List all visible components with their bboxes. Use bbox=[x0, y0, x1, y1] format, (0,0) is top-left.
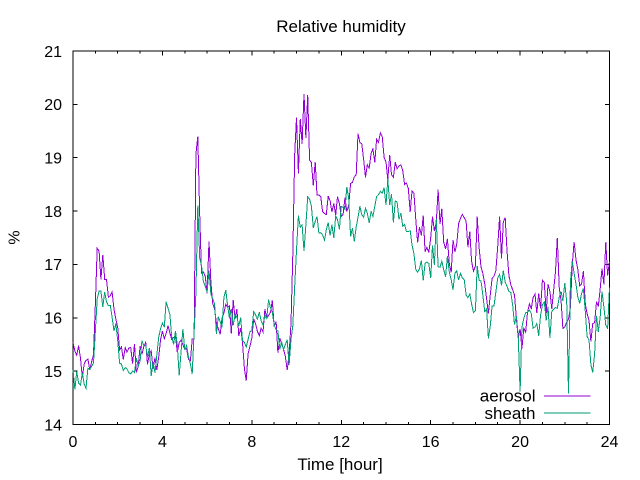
svg-text:aerosol: aerosol bbox=[480, 387, 536, 406]
svg-text:0: 0 bbox=[69, 434, 78, 451]
svg-text:16: 16 bbox=[422, 434, 440, 451]
svg-text:12: 12 bbox=[332, 434, 350, 451]
svg-text:4: 4 bbox=[158, 434, 167, 451]
svg-text:8: 8 bbox=[247, 434, 256, 451]
svg-text:21: 21 bbox=[44, 44, 62, 61]
svg-text:14: 14 bbox=[44, 417, 62, 434]
svg-text:18: 18 bbox=[44, 204, 62, 221]
svg-text:17: 17 bbox=[44, 257, 62, 274]
svg-text:16: 16 bbox=[44, 311, 62, 328]
svg-text:sheath: sheath bbox=[484, 404, 535, 423]
svg-text:20: 20 bbox=[511, 434, 529, 451]
svg-text:24: 24 bbox=[601, 434, 619, 451]
svg-text:19: 19 bbox=[44, 151, 62, 168]
svg-text:Relative humidity: Relative humidity bbox=[276, 17, 406, 36]
svg-text:20: 20 bbox=[44, 97, 62, 114]
svg-text:Time [hour]: Time [hour] bbox=[297, 455, 382, 474]
svg-text:%: % bbox=[7, 230, 24, 244]
svg-text:15: 15 bbox=[44, 364, 62, 381]
